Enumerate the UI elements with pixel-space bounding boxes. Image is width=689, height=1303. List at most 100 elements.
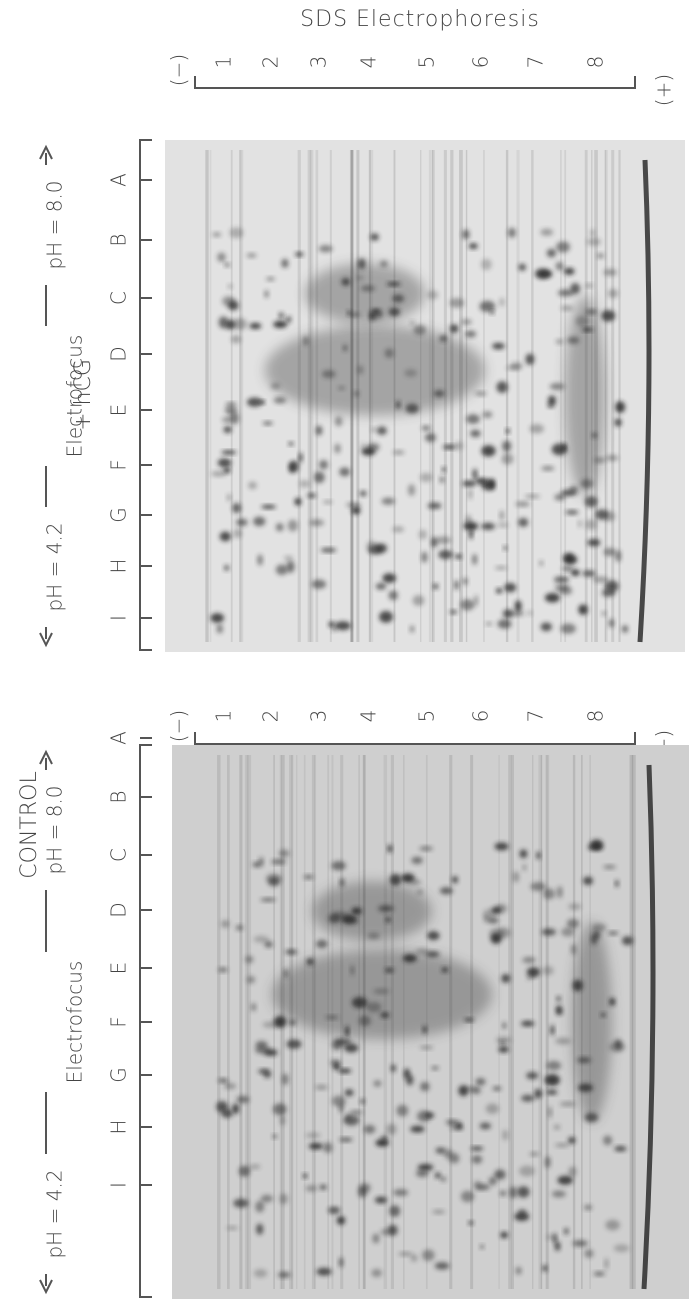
protein-spot <box>402 954 417 963</box>
protein-spot <box>561 927 575 937</box>
protein-spot <box>319 1184 327 1191</box>
protein-spot <box>442 444 456 450</box>
protein-spot <box>210 613 225 623</box>
electrofocus-label: Electrofocus <box>63 335 87 458</box>
protein-spot <box>518 1208 527 1216</box>
sds-ruler <box>194 732 636 745</box>
protein-spot <box>375 582 387 590</box>
protein-spot <box>489 478 496 491</box>
protein-spot <box>570 944 577 955</box>
streak <box>209 150 212 642</box>
protein-spot <box>370 233 379 241</box>
protein-spot <box>565 509 579 515</box>
protein-spot <box>522 956 536 964</box>
protein-spot <box>373 1080 382 1087</box>
protein-spot <box>600 1012 606 1018</box>
protein-spot <box>533 1088 542 1100</box>
protein-spot <box>556 995 562 1002</box>
protein-spot <box>279 1193 288 1205</box>
protein-spot <box>345 1113 351 1121</box>
protein-spot <box>559 1101 576 1107</box>
protein-spot <box>275 523 284 532</box>
protein-spot <box>435 1172 441 1179</box>
protein-spot <box>580 479 594 489</box>
protein-spot <box>507 227 516 238</box>
protein-spot <box>521 1020 535 1027</box>
protein-spot <box>233 318 247 330</box>
protein-spot <box>605 1219 620 1231</box>
protein-spot <box>557 1175 573 1185</box>
protein-spot <box>248 481 257 490</box>
protein-spot <box>376 426 387 435</box>
protein-spot <box>482 411 493 419</box>
protein-spot <box>357 258 366 270</box>
protein-spot <box>584 1112 599 1123</box>
protein-spot <box>368 545 383 555</box>
protein-spot <box>389 873 402 886</box>
protein-spot <box>223 426 232 434</box>
protein-spot <box>256 1223 264 1235</box>
protein-spot <box>422 1249 435 1261</box>
streak <box>604 150 608 642</box>
streak <box>239 150 242 642</box>
protein-spot <box>546 1060 562 1071</box>
protein-spot <box>471 1155 483 1164</box>
protein-spot <box>307 493 317 498</box>
protein-spot <box>540 228 554 236</box>
lane-label: D <box>107 902 131 917</box>
protein-spot <box>554 584 570 592</box>
protein-spot <box>498 1046 509 1053</box>
protein-spot <box>555 339 564 345</box>
sds-mark: 6 <box>469 56 493 69</box>
protein-spot <box>431 1065 439 1071</box>
protein-spot <box>290 460 299 472</box>
streak <box>239 150 244 642</box>
protein-spot <box>462 480 477 487</box>
protein-spot <box>614 879 619 888</box>
protein-spot <box>395 400 401 410</box>
protein-spot <box>547 1106 553 1119</box>
protein-spot <box>601 588 616 597</box>
protein-spot <box>283 968 289 979</box>
lane-label: H <box>107 1119 131 1134</box>
protein-spot <box>435 1147 446 1154</box>
protein-spot <box>221 1108 233 1118</box>
streak <box>246 755 249 1289</box>
protein-spot <box>227 284 233 289</box>
protein-spot <box>285 316 292 323</box>
protein-spot <box>468 488 473 500</box>
protein-spot <box>601 611 607 616</box>
protein-spot <box>255 1040 268 1049</box>
protein-spot <box>555 1037 571 1045</box>
plus-electrode: (+) <box>652 74 676 106</box>
protein-spot <box>334 443 341 454</box>
protein-spot <box>386 1123 397 1135</box>
label-gap <box>40 507 52 627</box>
protein-spot <box>221 450 237 455</box>
protein-spot <box>586 237 602 246</box>
protein-spot <box>271 859 286 865</box>
protein-spot <box>398 1251 413 1257</box>
protein-spot <box>592 923 607 932</box>
protein-spot <box>608 618 615 628</box>
sds-ruler <box>194 76 636 89</box>
protein-spot <box>294 497 302 506</box>
protein-spot <box>519 849 528 859</box>
streak <box>217 755 221 1289</box>
protein-spot <box>585 519 597 530</box>
protein-spot <box>233 1198 249 1208</box>
protein-spot <box>238 1165 250 1177</box>
protein-spot <box>422 1025 428 1034</box>
protein-spot <box>278 312 284 319</box>
lane-label: C <box>107 291 131 305</box>
protein-spot <box>479 1244 485 1249</box>
protein-spot <box>331 627 337 632</box>
protein-spot <box>471 1086 482 1095</box>
protein-spot <box>338 1068 352 1074</box>
protein-spot <box>255 1200 265 1213</box>
protein-spot <box>212 232 222 237</box>
sds-mark: 3 <box>307 710 331 723</box>
protein-spot <box>388 590 398 601</box>
protein-spot <box>426 951 440 958</box>
protein-spot <box>315 1084 328 1090</box>
